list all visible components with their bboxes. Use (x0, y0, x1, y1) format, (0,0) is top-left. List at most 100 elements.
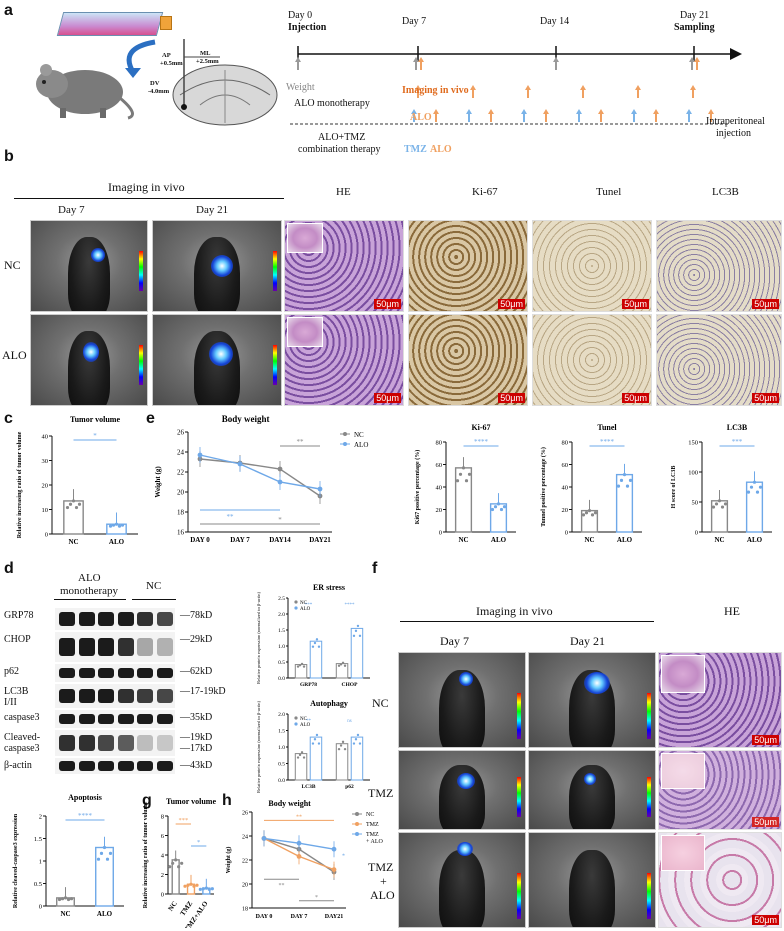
y-tick-label: 150 (688, 440, 698, 447)
data-point (204, 886, 208, 890)
d-nc: NC (146, 580, 162, 592)
data-point (717, 499, 722, 503)
legend-label: ALO (300, 607, 311, 612)
y-tick-label: 2 (39, 814, 42, 821)
bar (294, 753, 308, 781)
chart-h-body-weight: Body weight 18 20 22 24 26 Weight (g) DAY 0 DAY … (225, 799, 384, 920)
data-point (68, 502, 73, 506)
blot-size-label: —19kD (180, 732, 213, 743)
chart-lc3b: LC3B 0 50 100 150 H score of LC3B NC ALO *** (671, 423, 772, 544)
panel-label-h: h (222, 792, 232, 809)
culture-flask-icon (56, 8, 172, 38)
blot-band (78, 735, 95, 751)
legend-marker (355, 812, 359, 816)
data-point (593, 511, 598, 515)
sampling-label: Sampling (674, 22, 715, 33)
b-image-alo-day7 (30, 314, 148, 406)
b-lc3b-nc: 50μm (656, 220, 782, 312)
chart-title: LC3B (727, 423, 748, 432)
combo-tmz-arrow-head (411, 109, 417, 114)
data-point (354, 738, 358, 741)
f-image-tmz-day21 (528, 750, 656, 830)
blot-band (59, 667, 75, 679)
data-point (464, 479, 469, 483)
blot-band (98, 761, 114, 771)
significance-label: **** (600, 438, 615, 446)
y-tick-label: 26 (177, 429, 185, 437)
f-image-nc-day7 (398, 652, 526, 748)
y-axis-label: H score of LC3B (671, 466, 677, 509)
blot-band (78, 638, 95, 656)
legend-marker (343, 442, 347, 446)
x-tick-label: ALO (97, 910, 113, 918)
day14-label: Day 14 (540, 16, 570, 27)
x-tick-label: p62 (345, 784, 354, 790)
legend-label: TMZ (366, 832, 379, 838)
data-point (341, 740, 345, 744)
data-point (65, 505, 70, 510)
data-point (749, 485, 754, 489)
y-tick-label: 8 (161, 814, 164, 821)
data-point (102, 845, 107, 850)
b-day21: Day 21 (196, 204, 229, 216)
b-tunel-title: Tunel (596, 186, 622, 198)
bar (454, 467, 473, 533)
data-point (71, 499, 76, 503)
bar (350, 736, 364, 781)
data-point (358, 634, 362, 638)
scale-bar: 50μm (622, 393, 649, 403)
y-tick-label: 26 (242, 811, 248, 817)
blot-band (59, 713, 75, 725)
data-point (197, 452, 203, 458)
y-tick-label: 50 (692, 500, 699, 507)
b-lc3b-title: LC3B (712, 186, 739, 198)
legend-label: NC (300, 717, 308, 722)
b-tunel-alo: 50μm (532, 314, 652, 406)
blot-band (137, 688, 153, 704)
data-point (317, 486, 323, 492)
data-point (60, 897, 65, 901)
blot-strip (55, 664, 175, 682)
y-axis-label: Relative protein expression (normalized … (256, 592, 261, 684)
blot-band (117, 761, 134, 771)
scale-bar: 50μm (374, 299, 401, 309)
data-point (584, 511, 589, 515)
panel-label-a: a (4, 2, 13, 19)
combo-tmz-arrow-head (576, 109, 582, 114)
chart-title: Tunel (597, 423, 617, 432)
ap-label: AP (162, 52, 171, 59)
blot-band (156, 612, 173, 626)
y-tick-label: 6 (161, 833, 165, 840)
b-image-nc-day21 (152, 220, 282, 312)
f-row-tmzalo-2: + (380, 874, 387, 888)
y-tick-label: 10 (42, 507, 49, 514)
mono-alo-arrow-head (415, 85, 421, 90)
data-point (171, 861, 175, 865)
panel-label-g: g (142, 792, 152, 809)
y-tick-label: 4 (161, 853, 165, 860)
b-image-nc-day7 (30, 220, 148, 312)
y-tick-label: 20 (562, 507, 569, 514)
d-line-nc (132, 599, 176, 600)
blot-protein-label: I/II (4, 697, 17, 708)
y-tick-label: 0 (695, 530, 698, 537)
blot-strip (55, 684, 175, 708)
data-point (300, 751, 304, 754)
y-tick-label: 0 (45, 532, 48, 539)
legend-marker (294, 716, 298, 720)
legend-label: NC (300, 601, 308, 606)
chart-er-stress: ER stress 0.0 0.5 1.0 1.5 2.0 2.5 Relative prot… (256, 583, 370, 688)
data-point (313, 641, 317, 645)
y-tick-label: 2 (161, 872, 164, 879)
ml-label: ML (200, 50, 211, 57)
data-point (343, 664, 347, 667)
chart-title: Ki-67 (471, 423, 490, 432)
data-point (343, 747, 347, 751)
significance-label: *** (305, 603, 313, 608)
y-axis-label: Relative cleaved-caspase3 expression (13, 813, 19, 908)
data-point (746, 490, 751, 494)
legend-label: NC (354, 431, 364, 439)
weight-label: Weight (286, 82, 315, 93)
data-point (192, 884, 196, 888)
data-point (296, 665, 300, 668)
